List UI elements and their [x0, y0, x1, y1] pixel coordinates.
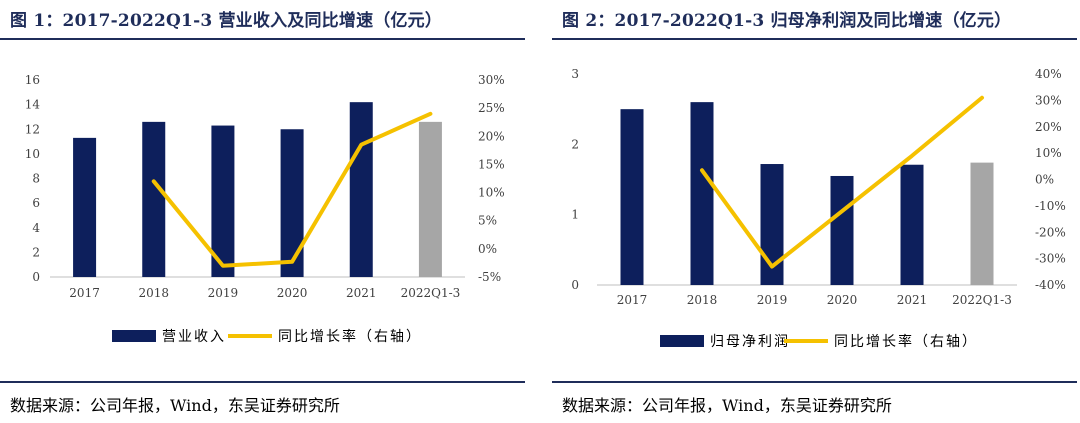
x-tick-label: 2018	[138, 286, 169, 300]
x-tick-label: 2022Q1-3	[952, 293, 1012, 307]
y-right-tick-label: 0%	[1035, 173, 1054, 187]
y-right-tick-label: 30%	[1035, 93, 1062, 107]
bar	[211, 125, 235, 278]
x-tick-label: 2019	[757, 293, 788, 307]
bar	[73, 137, 97, 277]
y-right-tick-label: -10%	[1035, 199, 1066, 213]
source-note: 数据来源：公司年报，Wind，东吴证券研究所	[10, 396, 340, 415]
y-right-tick-label: 15%	[478, 157, 505, 171]
chart-panel-revenue: 图 1：2017-2022Q1-3 营业收入及同比增速（亿元） 0 2 4 6 8 10 1…	[0, 0, 525, 423]
source-note: 数据来源：公司年报，Wind，东吴证券研究所	[562, 396, 892, 415]
x-tick-label: 2019	[208, 286, 239, 300]
net-profit-chart: 0 1 2 3 -40% -30% -20% -10% 0% 10% 20% 30% 40% 2017 20…	[571, 67, 1066, 350]
y-left-tick-label: 4	[32, 221, 40, 235]
y-right-tick-label: 30%	[478, 73, 505, 87]
x-tick-label: 2018	[687, 293, 718, 307]
x-tick-label: 2021	[897, 293, 928, 307]
title-rule	[552, 38, 1077, 40]
y-left-tick-label: 0	[32, 270, 40, 284]
x-tick-label: 2017	[69, 286, 100, 300]
chart-title: 图 1：2017-2022Q1-3 营业收入及同比增速（亿元）	[10, 11, 443, 31]
x-tick-label: 2017	[617, 293, 648, 307]
x-tick-label: 2020	[277, 286, 308, 300]
y-left-tick-label: 10	[25, 147, 40, 161]
growth-rate-line	[151, 111, 433, 268]
revenue-chart: 0 2 4 6 8 10 12 14 16 -5% 0% 5% 10% 15% 20% 25% 30% 2017 2…	[25, 73, 505, 345]
bar	[142, 121, 166, 277]
legend-bar-swatch	[660, 335, 704, 347]
source-rule	[0, 381, 525, 383]
bar	[349, 102, 373, 277]
legend-line-label: 同比增长率（右轴）	[278, 328, 422, 345]
bar	[760, 164, 784, 285]
y-right-tick-label: -5%	[478, 270, 501, 284]
y-left-tick-label: 1	[571, 208, 579, 222]
y-right-tick-label: 10%	[478, 186, 505, 200]
y-left-tick-label: 8	[32, 172, 40, 186]
legend-bar-swatch	[112, 330, 156, 342]
bar	[830, 175, 854, 285]
y-right-tick-label: -40%	[1035, 278, 1066, 292]
growth-rate-line	[700, 95, 984, 269]
y-left-tick-label: 12	[25, 122, 40, 136]
y-right-tick-label: 25%	[478, 101, 505, 115]
x-tick-label: 2021	[346, 286, 377, 300]
y-right-tick-label: 5%	[478, 214, 497, 228]
y-left-tick-label: 2	[32, 245, 40, 259]
bar	[280, 129, 304, 277]
y-right-tick-label: 20%	[1035, 120, 1062, 134]
y-right-tick-label: -20%	[1035, 225, 1066, 239]
bar	[418, 121, 442, 277]
y-left-tick-label: 16	[25, 73, 40, 87]
y-right-tick-label: 40%	[1035, 67, 1062, 81]
bar	[690, 102, 714, 285]
legend-bar-label: 营业收入	[162, 329, 226, 345]
x-tick-label: 2022Q1-3	[401, 286, 461, 300]
legend-line-label: 同比增长率（右轴）	[834, 333, 978, 350]
y-right-tick-label: -30%	[1035, 252, 1066, 266]
y-left-tick-label: 2	[571, 137, 579, 151]
bar	[970, 162, 994, 285]
y-left-tick-label: 14	[25, 98, 41, 112]
y-right-tick-label: 0%	[478, 242, 497, 256]
y-right-tick-label: 10%	[1035, 146, 1062, 160]
y-left-tick-label: 0	[571, 278, 579, 292]
y-right-tick-label: 20%	[478, 129, 505, 143]
x-tick-label: 2020	[827, 293, 858, 307]
legend-bar-label: 归母净利润	[710, 333, 790, 350]
chart-title: 图 2：2017-2022Q1-3 归母净利润及同比增速（亿元）	[562, 11, 1012, 31]
title-rule	[0, 38, 525, 40]
chart-panel-net-profit: 图 2：2017-2022Q1-3 归母净利润及同比增速（亿元） 0 1 2 3 -40…	[552, 0, 1077, 423]
y-left-tick-label: 3	[571, 67, 579, 81]
y-left-tick-label: 6	[32, 196, 40, 210]
bar	[900, 164, 924, 285]
bar	[620, 109, 644, 286]
source-rule	[552, 381, 1077, 383]
